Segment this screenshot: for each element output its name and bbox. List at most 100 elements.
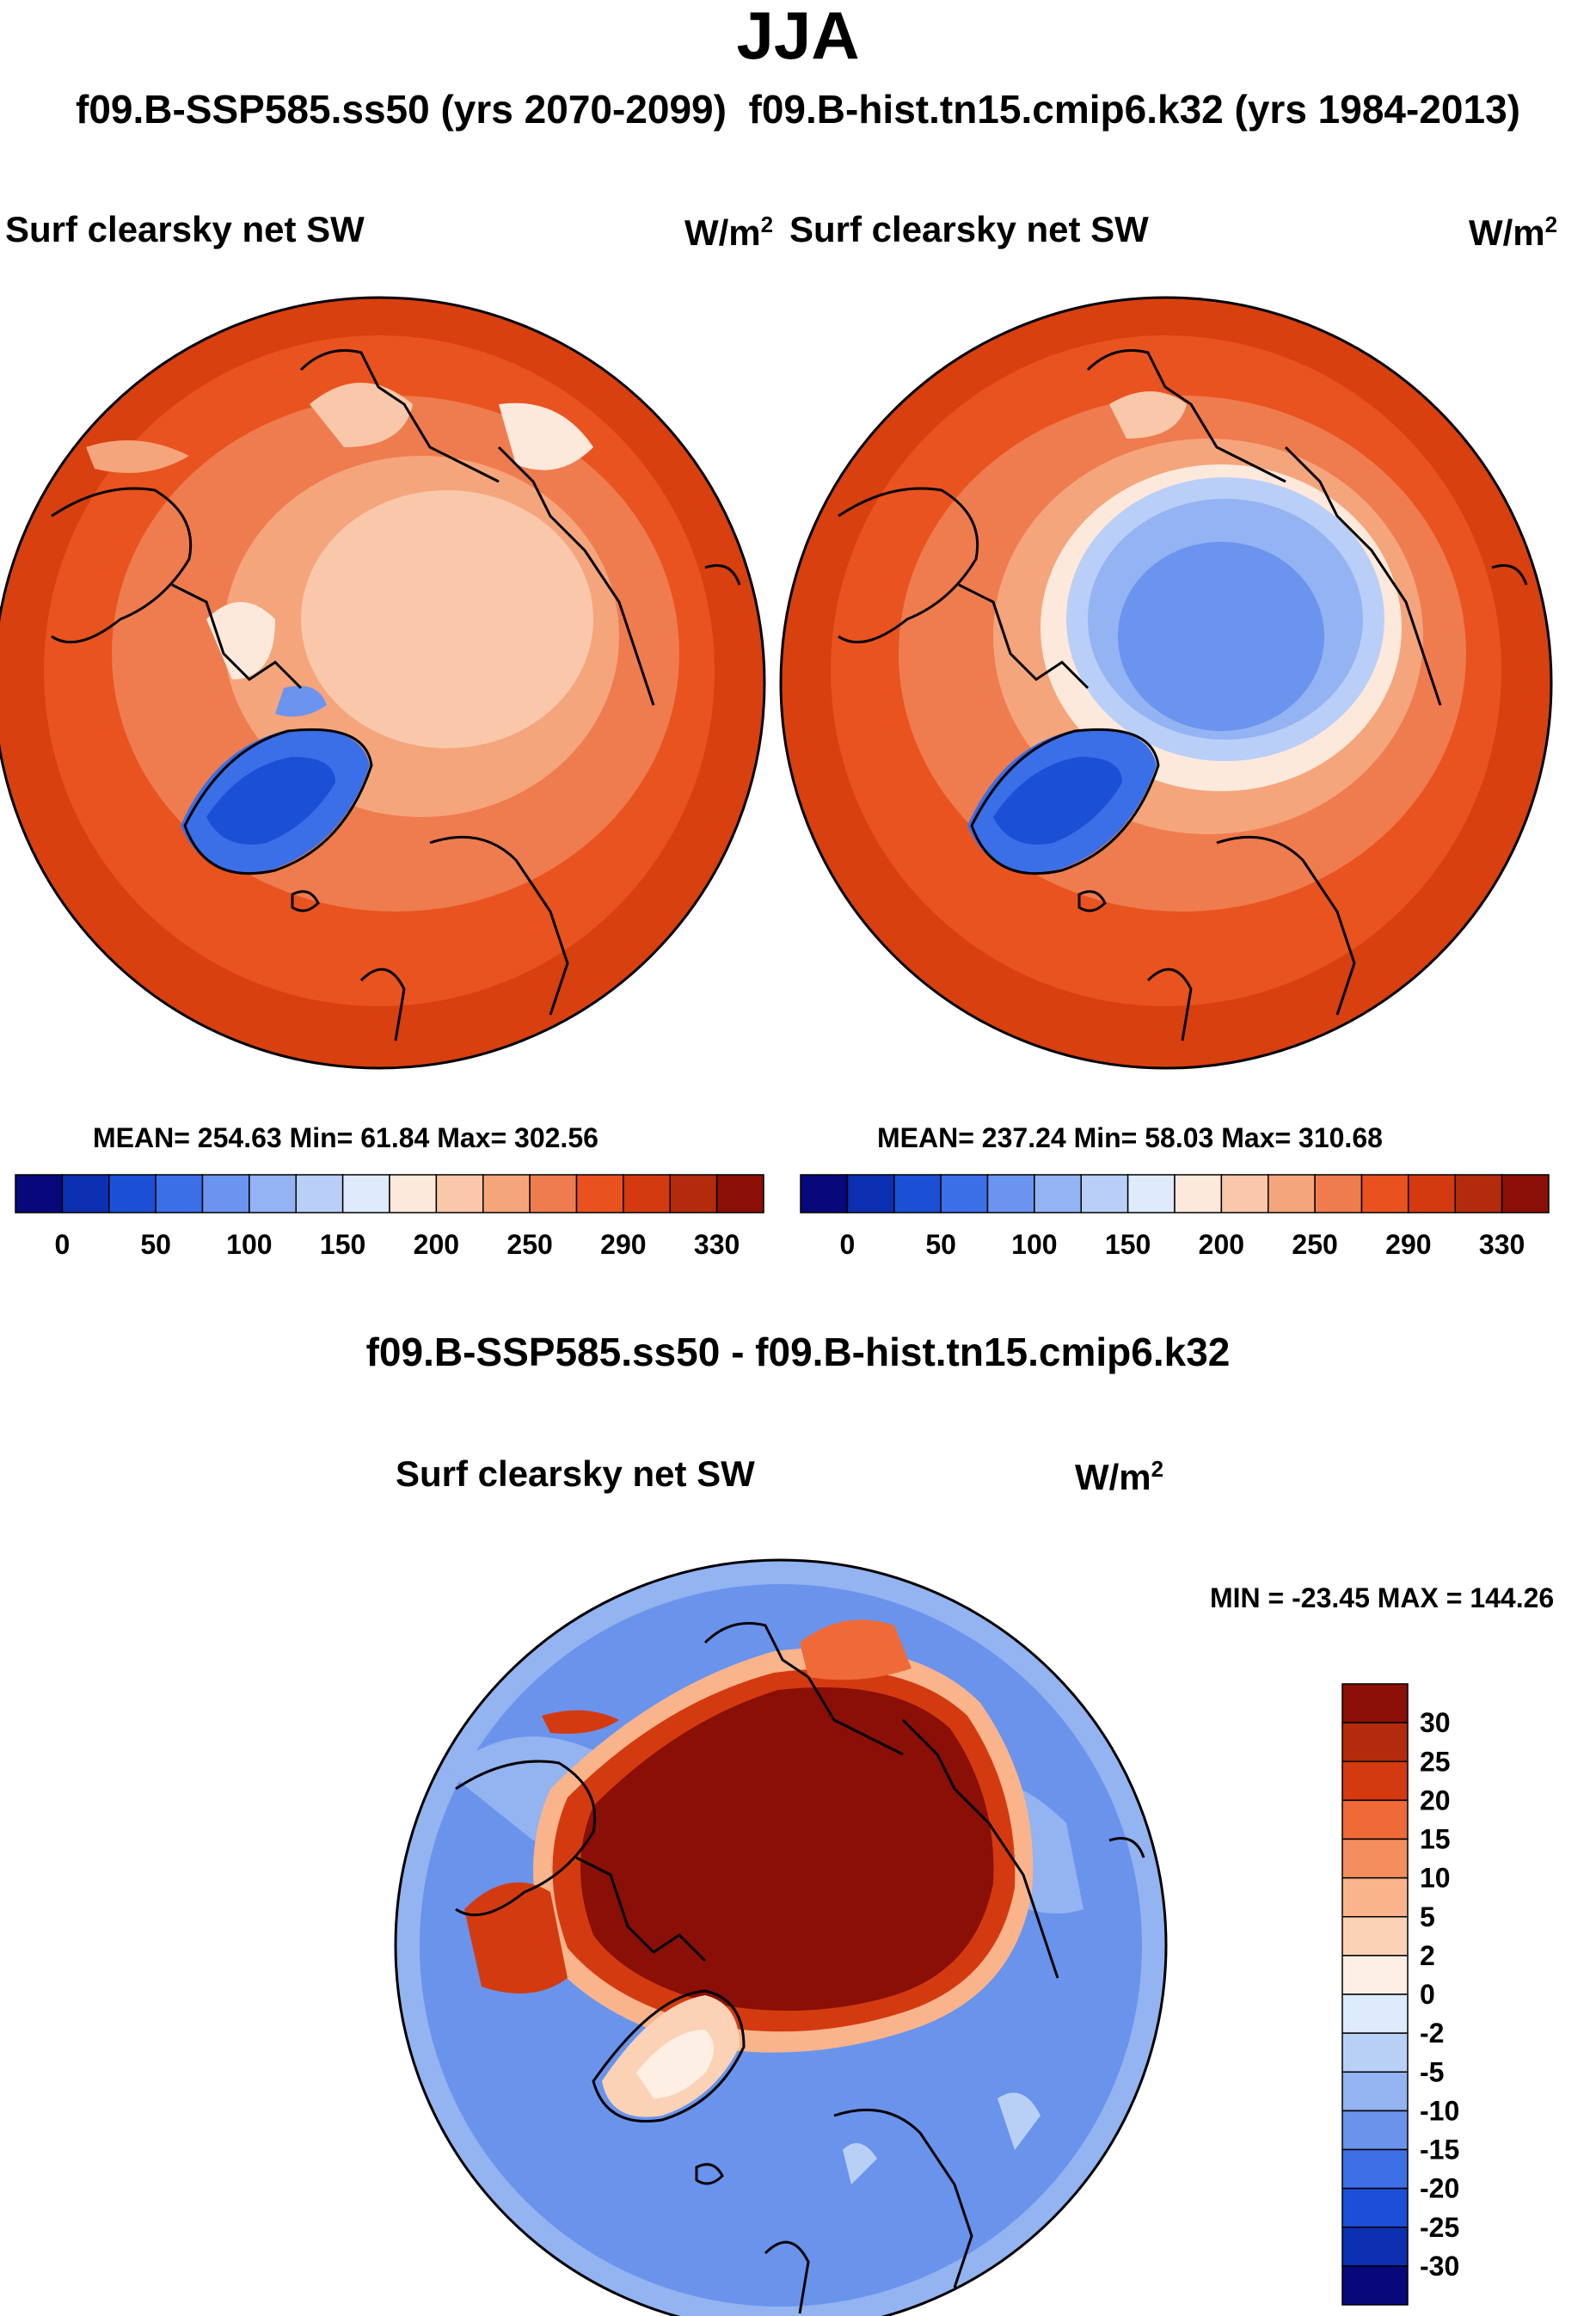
right-colorbar-tick: 200: [1199, 1229, 1244, 1260]
diff-colorbar-tick: -5: [1420, 2056, 1444, 2087]
right-colorbar-bin: [986, 1174, 1035, 1213]
right-colorbar-tick: 290: [1385, 1229, 1431, 1260]
left-colorbar-tick: 250: [506, 1229, 552, 1260]
diff-colorbar-tick: -2: [1420, 2018, 1444, 2049]
right-colorbar-bin: [1080, 1174, 1129, 1213]
diff-colorbar-bin: [1341, 1916, 1409, 1957]
right-colorbar-bin: [893, 1174, 942, 1213]
diff-variable: Surf clearsky net SW: [396, 1453, 755, 1494]
diff-colorbar-bin: [1341, 1955, 1409, 1995]
left-colorbar-bin: [15, 1174, 64, 1213]
left-colorbar-bin: [529, 1174, 578, 1213]
left-colorbar-bin: [575, 1174, 624, 1213]
right-colorbar-bin: [940, 1174, 989, 1213]
diff-colorbar-tick: 5: [1420, 1901, 1435, 1932]
diff-colorbar-tick: 2: [1420, 1940, 1435, 1971]
left-colorbar-tick: 100: [226, 1229, 272, 1260]
diff-colorbar-bin: [1341, 2148, 1409, 2190]
right-colorbar-bin: [1454, 1174, 1503, 1213]
right-colorbar-tick: 330: [1479, 1229, 1525, 1260]
diff-colorbar-bin: [1341, 2071, 1409, 2112]
diff-colorbar-bin: [1341, 1993, 1409, 2034]
diff-colorbar-tick: 30: [1420, 1707, 1451, 1738]
diff-colorbar-tick: -30: [1420, 2251, 1459, 2282]
diff-colorbar-bin: [1341, 1877, 1409, 1918]
diff-colorbar-bin: [1341, 1838, 1409, 1879]
left-colorbar-tick: 290: [600, 1229, 646, 1260]
diff-colorbar-tick: -15: [1420, 2135, 1459, 2165]
right-colorbar-tick: 250: [1292, 1229, 1337, 1260]
subtitle-right: f09.B-hist.tn15.cmip6.k32 (yrs 1984-2013…: [748, 87, 1520, 132]
left-colorbar-tick: 50: [140, 1229, 171, 1260]
left-colorbar-bin: [623, 1174, 671, 1213]
left-colorbar-bin: [295, 1174, 344, 1213]
panel-right-variable: Surf clearsky net SW: [789, 209, 1149, 249]
left-colorbar-bin: [715, 1174, 764, 1213]
diff-colorbar-bin: [1341, 2110, 1409, 2151]
right-colorbar-tick: 100: [1011, 1229, 1057, 1260]
right-colorbar-bin: [1220, 1174, 1269, 1213]
diff-colorbar-tick: 20: [1420, 1785, 1451, 1815]
left-colorbar-bin: [341, 1174, 390, 1213]
right-colorbar-bin: [1034, 1174, 1082, 1213]
left-colorbar-bin: [61, 1174, 110, 1213]
left-colorbar-bin: [201, 1174, 250, 1213]
right-colorbar-tick: 150: [1105, 1229, 1151, 1260]
diff-colorbar-bin: [1341, 2032, 1409, 2073]
colorbar-left: 0 50 100 150 200 250 290 330: [15, 1174, 764, 1260]
right-colorbar-bin: [800, 1174, 849, 1213]
left-colorbar-bin: [435, 1174, 484, 1213]
right-colorbar-bin: [1268, 1174, 1316, 1213]
right-colorbar-tick: 0: [839, 1229, 855, 1260]
colorbar-right: 0 50 100 150 200 250 290 330: [800, 1174, 1550, 1260]
panel-left-stats: MEAN= 254.63 Min= 61.84 Max= 302.56: [93, 1122, 598, 1153]
panel-left-units: W/m2: [684, 212, 774, 253]
figure-subtitle: f09.B-SSP585.ss50 (yrs 2070-2099) f09.B-…: [0, 86, 1596, 132]
left-colorbar-bin: [482, 1174, 531, 1213]
left-colorbar-bin: [249, 1174, 297, 1213]
right-colorbar-bin: [1174, 1174, 1223, 1213]
panel-right-units: W/m2: [1469, 212, 1558, 253]
diff-minmax: MIN = -23.45 MAX = 144.26: [1210, 1582, 1555, 1613]
map-right: [779, 296, 1553, 1070]
subtitle-left: f09.B-SSP585.ss50 (yrs 2070-2099): [76, 87, 727, 132]
diff-colorbar-tick: 0: [1420, 1979, 1435, 2010]
figure-title: JJA: [736, 0, 860, 73]
panel-right-stats: MEAN= 237.24 Min= 58.03 Max= 310.68: [877, 1122, 1383, 1153]
diff-colorbar-tick: 10: [1420, 1863, 1451, 1894]
diff-colorbar-bin: [1341, 1760, 1409, 1802]
right-colorbar-bin: [1314, 1174, 1363, 1213]
diff-colorbar-bin: [1341, 2227, 1409, 2267]
right-colorbar-bin: [1360, 1174, 1409, 1213]
right-colorbar-tick: 50: [925, 1229, 956, 1260]
left-colorbar-bin: [389, 1174, 438, 1213]
left-colorbar-tick: 150: [320, 1229, 365, 1260]
left-colorbar-bin: [108, 1174, 157, 1213]
right-colorbar-bin: [1408, 1174, 1456, 1213]
left-colorbar-tick: 0: [54, 1229, 70, 1260]
diff-colorbar-bin: [1341, 2187, 1409, 2228]
left-colorbar-tick: 330: [694, 1229, 740, 1260]
right-colorbar-bin: [1126, 1174, 1176, 1213]
right-colorbar-bin: [1501, 1174, 1550, 1213]
diff-colorbar-tick: -20: [1420, 2173, 1459, 2204]
diff-colorbar-tick: 25: [1420, 1746, 1451, 1777]
diff-colorbar-tick: -25: [1420, 2212, 1459, 2243]
left-colorbar-bin: [669, 1174, 718, 1213]
left-colorbar-tick: 200: [414, 1229, 459, 1260]
diff-colorbar-bin: [1341, 1722, 1409, 1762]
diff-colorbar-bin: [1341, 1799, 1409, 1840]
diff-colorbar-bin: [1341, 2265, 1409, 2306]
diff-units: W/m2: [1075, 1456, 1164, 1497]
map-left: [0, 296, 766, 1070]
left-colorbar-bin: [155, 1174, 204, 1213]
diff-colorbar-bin: [1341, 1683, 1409, 1723]
right-colorbar-bin: [846, 1174, 895, 1213]
map-difference: [394, 1558, 1168, 2316]
panel-left-variable: Surf clearsky net SW: [5, 209, 365, 249]
diff-heading: f09.B-SSP585.ss50 - f09.B-hist.tn15.cmip…: [365, 1330, 1231, 1374]
diff-colorbar-tick: 15: [1420, 1824, 1451, 1855]
diff-colorbar-tick: -10: [1420, 2095, 1459, 2126]
